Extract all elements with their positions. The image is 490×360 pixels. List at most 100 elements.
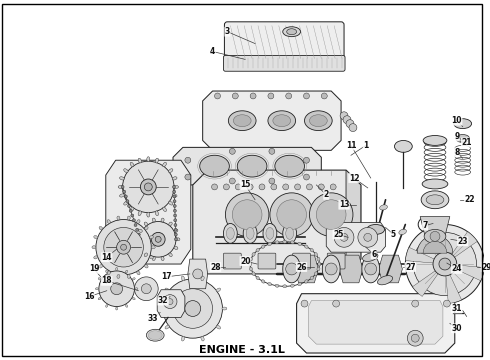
Ellipse shape <box>201 336 204 341</box>
Text: 24: 24 <box>451 265 462 274</box>
Circle shape <box>96 220 151 275</box>
Circle shape <box>321 93 327 99</box>
Circle shape <box>136 228 139 231</box>
Circle shape <box>127 204 130 207</box>
Circle shape <box>358 228 378 247</box>
Ellipse shape <box>149 235 153 239</box>
Ellipse shape <box>125 270 128 273</box>
Circle shape <box>174 238 177 241</box>
Ellipse shape <box>304 111 332 131</box>
Ellipse shape <box>362 255 380 283</box>
Ellipse shape <box>152 218 155 222</box>
Circle shape <box>333 300 340 307</box>
Ellipse shape <box>248 262 251 266</box>
Polygon shape <box>379 255 402 283</box>
Text: 3: 3 <box>225 27 230 36</box>
Ellipse shape <box>149 256 153 259</box>
Polygon shape <box>420 217 450 237</box>
Wedge shape <box>423 241 447 253</box>
Ellipse shape <box>304 280 308 283</box>
Ellipse shape <box>144 222 147 226</box>
Circle shape <box>283 184 289 190</box>
Ellipse shape <box>107 220 110 224</box>
Ellipse shape <box>139 229 142 232</box>
Ellipse shape <box>283 240 287 243</box>
FancyBboxPatch shape <box>223 55 345 71</box>
Ellipse shape <box>181 336 185 341</box>
Ellipse shape <box>159 307 164 310</box>
Circle shape <box>174 228 177 231</box>
Circle shape <box>172 190 175 193</box>
Ellipse shape <box>138 158 141 163</box>
Ellipse shape <box>286 228 294 239</box>
Polygon shape <box>106 160 191 264</box>
Text: 22: 22 <box>465 195 475 204</box>
Ellipse shape <box>137 271 140 275</box>
Text: 8: 8 <box>454 148 460 157</box>
FancyBboxPatch shape <box>293 253 311 269</box>
Text: 6: 6 <box>371 249 376 258</box>
Ellipse shape <box>117 216 120 220</box>
Ellipse shape <box>310 248 314 252</box>
Circle shape <box>232 200 262 229</box>
Circle shape <box>294 184 300 190</box>
Ellipse shape <box>135 288 138 290</box>
Ellipse shape <box>173 185 178 188</box>
Ellipse shape <box>147 157 150 162</box>
Circle shape <box>173 195 176 198</box>
Ellipse shape <box>256 276 259 280</box>
Text: 15: 15 <box>240 180 250 189</box>
Ellipse shape <box>94 256 98 259</box>
Ellipse shape <box>169 222 172 226</box>
Circle shape <box>134 277 158 301</box>
Wedge shape <box>428 225 445 264</box>
Circle shape <box>151 233 165 246</box>
Polygon shape <box>203 91 341 150</box>
Ellipse shape <box>99 226 102 230</box>
Circle shape <box>286 93 292 99</box>
Circle shape <box>134 224 137 226</box>
Ellipse shape <box>426 195 444 205</box>
Circle shape <box>137 233 140 236</box>
Ellipse shape <box>314 252 318 256</box>
Ellipse shape <box>125 305 128 307</box>
Circle shape <box>173 209 176 212</box>
Text: 17: 17 <box>161 273 171 282</box>
Ellipse shape <box>287 29 296 35</box>
Circle shape <box>225 193 269 237</box>
Ellipse shape <box>130 207 134 211</box>
Ellipse shape <box>310 115 327 127</box>
Circle shape <box>325 263 337 275</box>
Ellipse shape <box>123 201 128 205</box>
Circle shape <box>235 184 241 190</box>
Text: 26: 26 <box>296 262 307 271</box>
Circle shape <box>269 148 275 154</box>
Circle shape <box>174 224 177 226</box>
Circle shape <box>301 300 308 307</box>
Ellipse shape <box>165 288 170 292</box>
Text: 28: 28 <box>210 262 221 271</box>
Ellipse shape <box>237 155 267 177</box>
Ellipse shape <box>169 253 172 257</box>
Circle shape <box>269 178 275 184</box>
Ellipse shape <box>144 253 147 257</box>
Circle shape <box>215 93 220 99</box>
Circle shape <box>405 225 485 303</box>
Ellipse shape <box>268 111 295 131</box>
Circle shape <box>330 184 336 190</box>
Circle shape <box>340 233 348 241</box>
Circle shape <box>163 279 222 338</box>
Ellipse shape <box>226 228 234 239</box>
Ellipse shape <box>228 111 256 131</box>
Text: 4: 4 <box>210 47 215 56</box>
FancyBboxPatch shape <box>258 253 276 269</box>
Ellipse shape <box>155 158 158 163</box>
Ellipse shape <box>174 246 178 249</box>
Ellipse shape <box>138 211 141 216</box>
Ellipse shape <box>454 119 471 129</box>
Ellipse shape <box>246 228 254 239</box>
Circle shape <box>268 93 274 99</box>
Ellipse shape <box>424 229 446 243</box>
Text: 23: 23 <box>458 237 468 246</box>
Ellipse shape <box>283 255 300 283</box>
